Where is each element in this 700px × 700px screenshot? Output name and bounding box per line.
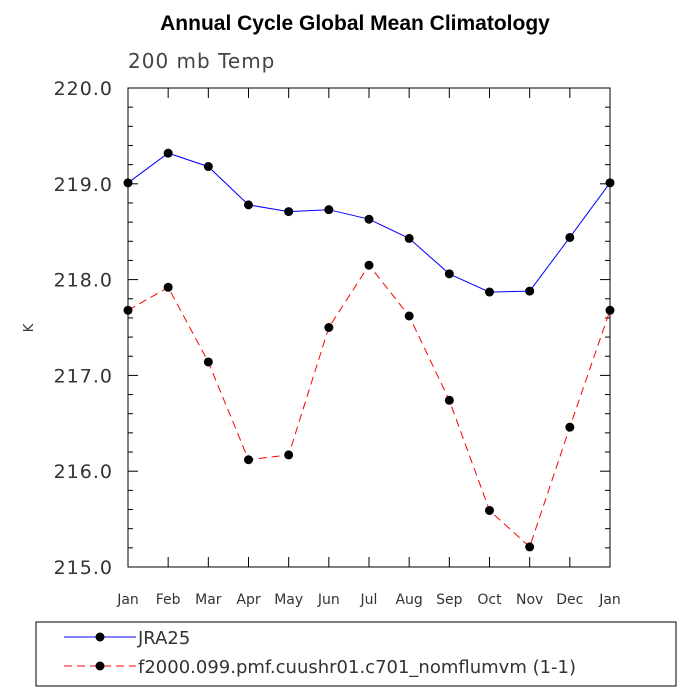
series-2-point <box>525 542 535 552</box>
x-tick-label: Dec <box>556 592 583 608</box>
x-tick-label: Nov <box>516 592 543 608</box>
series-1-point <box>404 233 414 243</box>
legend-marker-2 <box>95 661 105 671</box>
series-2-point <box>364 260 374 270</box>
series-1-point <box>163 148 173 158</box>
series-2-point <box>163 282 173 292</box>
series-2-point <box>244 455 253 465</box>
y-axis-label: K <box>22 323 37 332</box>
x-tick-label: Oct <box>477 592 502 608</box>
x-tick-label: Feb <box>156 592 181 608</box>
x-tick-label: Aug <box>395 592 422 608</box>
x-tick-labels: Jan Feb Mar Apr May Jun Jul Aug Sep Oct Nov Dec Jan <box>116 592 621 608</box>
y-tick-label: 215.0 <box>54 557 113 579</box>
series-1-point <box>244 200 253 210</box>
series-2-point <box>444 395 454 405</box>
legend-marker-1 <box>95 632 105 642</box>
x-tick-label: Apr <box>236 592 260 608</box>
series-1-point <box>364 214 374 224</box>
plot-frame <box>127 87 611 568</box>
series-2-point <box>203 357 213 367</box>
chart-title: Annual Cycle Global Mean Climatology <box>160 12 550 35</box>
y-tick-label: 220.0 <box>54 78 113 100</box>
y-tick-label: 219.0 <box>54 174 113 196</box>
x-tick-label: May <box>274 592 303 608</box>
x-tick-label: Sep <box>436 592 463 608</box>
legend-label-1: JRA25 <box>137 628 190 649</box>
series-1-point <box>284 207 294 217</box>
legend-label-2: f2000.099.pmf.cuushr01.c701_nomflumvm (1… <box>138 657 576 678</box>
series-2-point <box>565 422 575 432</box>
series-2-point <box>404 311 414 321</box>
y-tick-label: 216.0 <box>54 461 113 483</box>
series-layer <box>123 148 615 552</box>
series-line-2 <box>127 264 611 548</box>
series-2-point <box>485 505 494 515</box>
x-tick-label: Jan <box>116 592 139 608</box>
x-tick-label: Jan <box>598 592 621 608</box>
series-1-point <box>485 287 494 297</box>
x-tick-label: Jun <box>317 592 340 608</box>
y-tick-label: 217.0 <box>54 365 113 387</box>
series-1-point <box>203 162 213 172</box>
legend: JRA25 f2000.099.pmf.cuushr01.c701_nomflum… <box>64 628 576 678</box>
series-1-point <box>565 232 575 242</box>
y-tick-labels: 215.0 216.0 217.0 218.0 219.0 220.0 <box>54 78 113 579</box>
x-tick-label: Jul <box>360 592 378 608</box>
series-1-point <box>444 269 454 279</box>
legend-box <box>35 621 677 687</box>
series-2-point <box>284 450 294 460</box>
series-2-point <box>324 323 334 332</box>
x-tick-label: Mar <box>195 592 222 608</box>
series-1-point <box>525 286 535 296</box>
series-1-point <box>324 205 334 215</box>
axis-ticks <box>127 87 611 568</box>
y-tick-label: 218.0 <box>54 270 113 292</box>
chart-subtitle: 200 mb Temp <box>128 49 275 73</box>
